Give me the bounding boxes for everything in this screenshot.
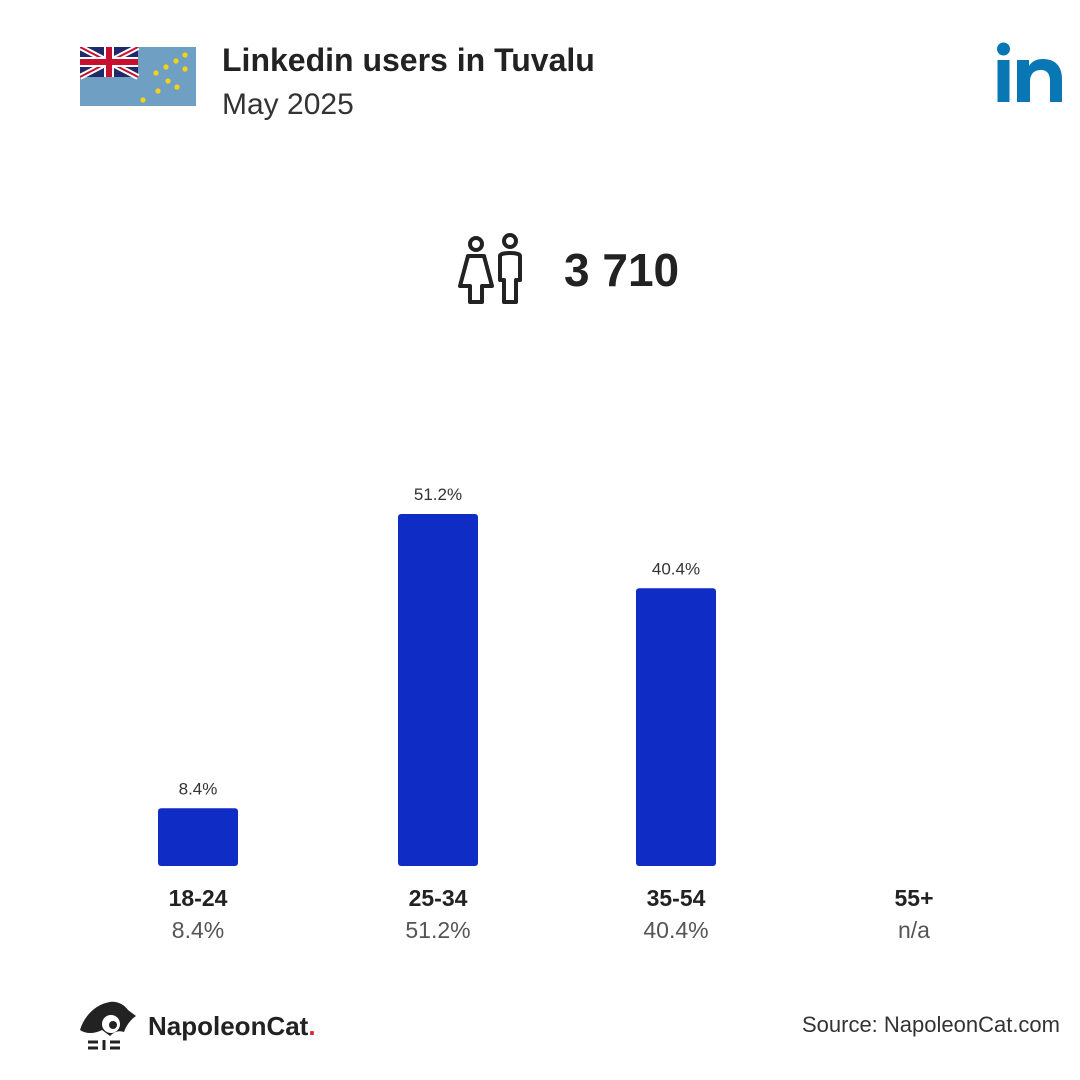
napoleoncat-logo-icon — [80, 1001, 136, 1050]
value-label-35-54: 40.4% — [643, 917, 708, 943]
data-label-35-54: 40.4% — [652, 559, 700, 578]
tick-label-18-24: 18-24 — [169, 885, 228, 911]
tick-label-25-34: 25-34 — [409, 885, 468, 911]
total-users: 3 710 — [458, 232, 679, 308]
users-icon — [458, 233, 522, 304]
bar-35-54 — [636, 588, 716, 866]
bar-18-24 — [158, 808, 238, 866]
bar-25-34 — [398, 514, 478, 866]
value-label-25-34: 51.2% — [405, 917, 470, 943]
value-label-55+: n/a — [898, 917, 930, 943]
source-text: Source: NapoleonCat.com — [801, 1012, 1060, 1037]
total-users-count: 3 710 — [564, 244, 680, 296]
napoleoncat-logo: NapoleonCat. — [78, 1000, 316, 1052]
tuvalu-flag-icon — [80, 47, 196, 106]
linkedin-logo-icon — [997, 42, 1062, 102]
data-label-18-24: 8.4% — [179, 779, 218, 798]
tick-label-35-54: 35-54 — [647, 885, 706, 911]
page-subtitle: May 2025 — [222, 88, 354, 121]
tick-label-55+: 55+ — [894, 885, 933, 911]
brand-name: NapoleonCat. — [148, 1010, 316, 1041]
value-label-18-24: 8.4% — [172, 917, 224, 943]
page-title: Linkedin users in Tuvalu — [222, 42, 595, 78]
data-label-25-34: 51.2% — [414, 485, 462, 504]
